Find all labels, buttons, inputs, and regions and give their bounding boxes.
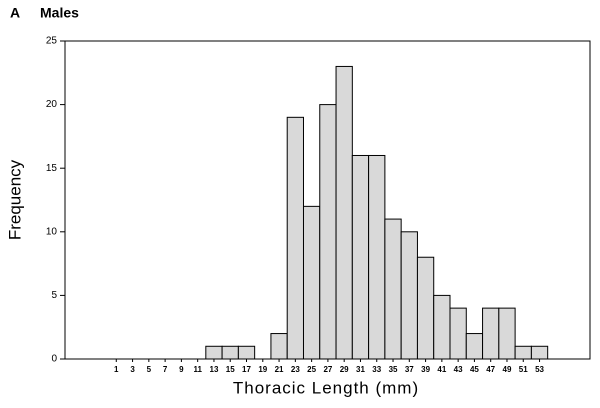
- bar: [530, 345, 549, 360]
- bar: [351, 154, 370, 360]
- x-tick-label: 21: [275, 365, 284, 374]
- bar: [384, 218, 402, 360]
- x-tick-label: 35: [389, 365, 398, 374]
- x-tick-label: 9: [179, 365, 184, 374]
- y-tick-label: 20: [46, 99, 58, 110]
- x-tick-label: 47: [486, 365, 495, 374]
- y-tick-label: 10: [46, 226, 58, 237]
- bar: [400, 231, 418, 360]
- bar: [270, 333, 288, 360]
- x-tick-label: 53: [535, 365, 544, 374]
- bar: [433, 294, 451, 360]
- bar: [221, 345, 239, 360]
- x-tick-label: 33: [372, 365, 381, 374]
- x-tick-label: 7: [163, 365, 168, 374]
- x-tick-label: 45: [470, 365, 479, 374]
- x-tick-label: 11: [193, 365, 202, 374]
- bar: [449, 307, 467, 360]
- bar: [514, 345, 532, 360]
- x-tick-label: 37: [405, 365, 414, 374]
- bar: [302, 205, 321, 360]
- bar: [498, 307, 516, 360]
- x-tick-label: 25: [307, 365, 316, 374]
- x-tick-label: 23: [291, 365, 300, 374]
- bar: [368, 154, 386, 360]
- bar: [482, 307, 500, 360]
- x-tick-label: 51: [519, 365, 528, 374]
- x-tick-label: 19: [258, 365, 267, 374]
- x-tick-label: 31: [356, 365, 365, 374]
- x-axis-label: Thoracic Length (mm): [233, 378, 419, 397]
- y-tick-label: 15: [46, 163, 58, 174]
- x-tick-label: 3: [130, 365, 135, 374]
- x-tick-label: 15: [226, 365, 235, 374]
- x-tick-label: 29: [340, 365, 349, 374]
- bar: [416, 256, 435, 360]
- x-tick-label: 13: [210, 365, 219, 374]
- chart-title: Males: [40, 5, 79, 21]
- x-tick-label: 5: [147, 365, 152, 374]
- x-tick-label: 39: [421, 365, 430, 374]
- x-tick-label: 17: [242, 365, 251, 374]
- panel-label: A: [10, 5, 20, 21]
- x-tick-label: 49: [503, 365, 512, 374]
- x-tick-label: 43: [454, 365, 463, 374]
- y-tick-label: 25: [46, 36, 58, 47]
- bar: [335, 65, 353, 360]
- y-tick-label: 0: [51, 354, 57, 365]
- y-tick-label: 5: [51, 290, 57, 301]
- y-axis-label: Frequency: [5, 159, 24, 240]
- x-tick-label: 41: [437, 365, 446, 374]
- bar: [465, 333, 484, 360]
- x-tick-label: 27: [323, 365, 332, 374]
- bar: [286, 116, 304, 360]
- bar: [205, 345, 223, 360]
- bar: [319, 104, 337, 360]
- bar: [237, 345, 256, 360]
- x-tick-label: 1: [114, 365, 119, 374]
